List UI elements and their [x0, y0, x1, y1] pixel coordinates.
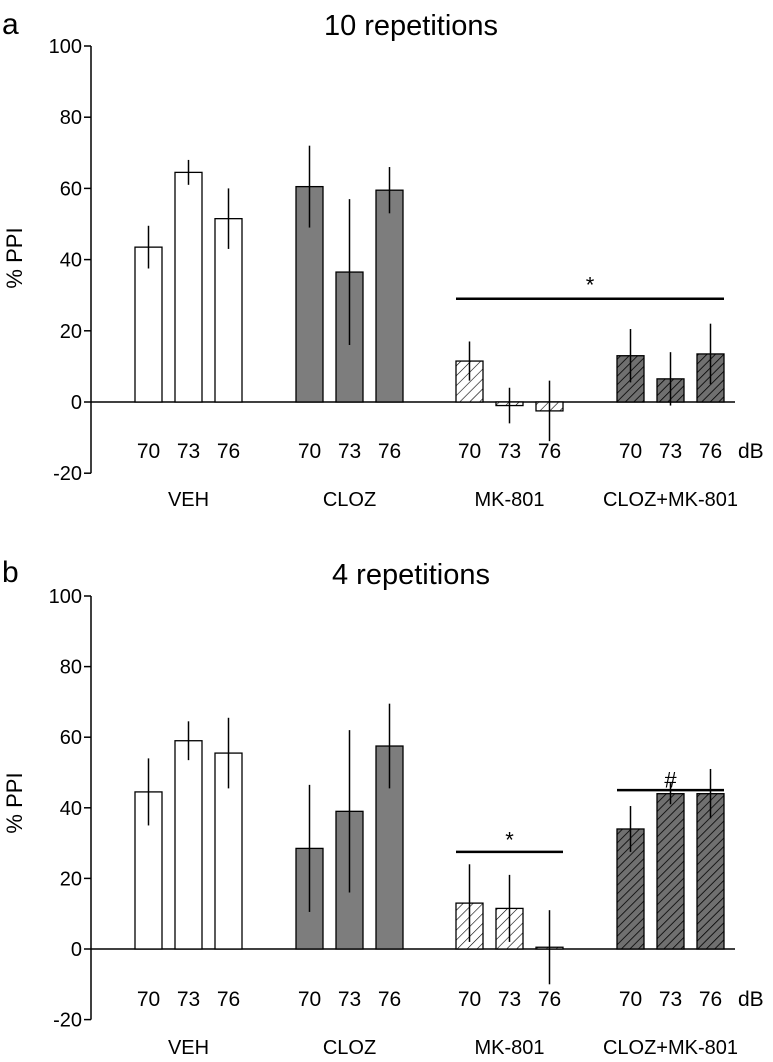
x-tick-label: 70: [298, 988, 321, 1011]
x-tick-label: 73: [338, 440, 361, 463]
bar-cloz+mk-801-76: [696, 793, 725, 950]
x-tick-label: 73: [498, 440, 521, 463]
x-tick-label: 76: [217, 440, 240, 463]
y-axis-label: % PPI: [2, 772, 27, 833]
x-tick-label: 73: [338, 988, 361, 1011]
x-tick-label: 73: [177, 988, 200, 1011]
x-tick-label: 76: [699, 440, 722, 463]
bar-veh-73: [174, 740, 203, 950]
unit-label: dB: [738, 440, 764, 463]
x-tick-label: 70: [137, 440, 160, 463]
x-tick-label: 70: [619, 440, 642, 463]
y-tick-label: 20: [60, 868, 82, 890]
y-tick-label: 40: [60, 798, 82, 820]
y-tick-label: 0: [71, 939, 82, 961]
y-tick-label: -20: [53, 463, 82, 485]
group-label: CLOZ: [323, 1037, 376, 1059]
x-tick-label: 73: [177, 440, 200, 463]
y-tick-label: -20: [53, 1010, 82, 1032]
y-tick-label: 60: [60, 727, 82, 749]
group-label: CLOZ+MK-801: [603, 489, 738, 511]
group-label: CLOZ+MK-801: [603, 1037, 738, 1059]
x-tick-label: 73: [659, 988, 682, 1011]
group-label: VEH: [168, 1037, 209, 1059]
y-tick-label: 100: [49, 586, 82, 608]
x-tick-label: 76: [378, 440, 401, 463]
chart-title-a: 10 repetitions: [323, 10, 499, 42]
x-tick-label: 73: [659, 440, 682, 463]
significance-marker: #: [664, 768, 677, 793]
x-tick-label: 76: [538, 440, 561, 463]
x-tick-label: 70: [298, 440, 321, 463]
bar-cloz+mk-801-73: [656, 793, 685, 950]
x-tick-label: 73: [498, 988, 521, 1011]
y-tick-label: 80: [60, 657, 82, 679]
x-tick-label: 76: [378, 988, 401, 1011]
x-tick-label: 70: [458, 440, 481, 463]
unit-label: dB: [738, 988, 764, 1011]
significance-marker: *: [505, 828, 514, 853]
x-tick-label: 76: [538, 988, 561, 1011]
y-tick-label: 100: [49, 36, 82, 58]
group-label: MK-801: [474, 1037, 544, 1059]
y-tick-label: 40: [60, 250, 82, 272]
chart-a: -20 0 20 40 60 80 100 % PPI 70 73 76 VEH 70 73 76 CLOZ 7…: [2, 36, 764, 511]
x-tick-label: 76: [217, 988, 240, 1011]
y-tick-label: 20: [60, 321, 82, 343]
group-label: CLOZ: [323, 489, 376, 511]
bar-cloz-76: [375, 189, 404, 403]
y-tick-label: 60: [60, 178, 82, 200]
group-label: VEH: [168, 489, 209, 511]
x-tick-label: 76: [699, 988, 722, 1011]
bar-veh-70: [134, 246, 163, 403]
panel-letter-b: b: [2, 556, 19, 589]
y-axis-label: % PPI: [2, 227, 27, 288]
panel-letter-a: a: [2, 8, 19, 41]
y-tick-label: 80: [60, 107, 82, 129]
x-tick-label: 70: [619, 988, 642, 1011]
significance-marker: *: [586, 273, 595, 298]
x-tick-label: 70: [458, 988, 481, 1011]
chart-title-b: 4 repetitions: [332, 559, 490, 591]
y-tick-label: 0: [71, 392, 82, 414]
group-label: MK-801: [474, 489, 544, 511]
x-tick-label: 70: [137, 988, 160, 1011]
